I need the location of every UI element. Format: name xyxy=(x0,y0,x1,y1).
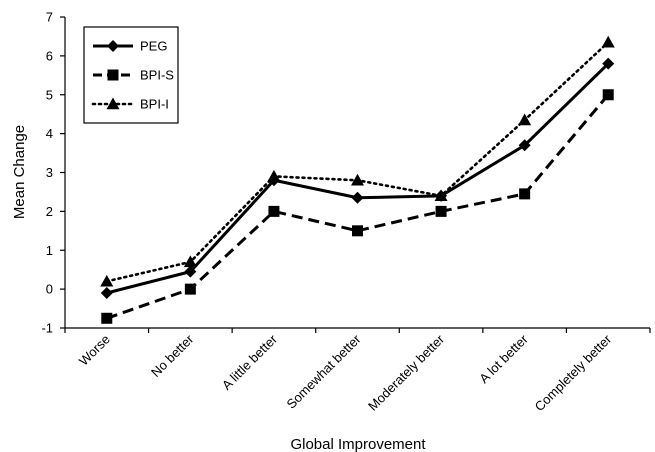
y-axis-title: Mean Change xyxy=(11,125,28,219)
x-tick-label: Worse xyxy=(76,332,113,369)
y-tick-label: 7 xyxy=(46,10,53,25)
diamond-marker xyxy=(352,192,364,204)
diamond-marker xyxy=(101,287,113,299)
x-tick-label: Completely better xyxy=(532,331,615,414)
x-ticks: Worse No better A little better Somewhat be… xyxy=(65,328,650,414)
square-marker xyxy=(352,225,363,236)
x-tick-label: No better xyxy=(148,331,197,380)
square-marker xyxy=(436,206,447,217)
triangle-marker xyxy=(100,275,113,287)
y-tick-label: 1 xyxy=(46,243,53,258)
x-tick-label: A lot better xyxy=(476,331,531,386)
legend-label: BPI-S xyxy=(140,68,174,83)
y-ticks: -1 0 1 2 3 4 5 6 7 xyxy=(41,10,65,336)
triangle-marker xyxy=(602,36,615,48)
series-bpi-s xyxy=(101,89,613,324)
y-tick-label: 4 xyxy=(46,126,53,141)
square-marker xyxy=(603,89,614,100)
series-line xyxy=(107,42,608,281)
y-tick-label: 0 xyxy=(46,282,53,297)
x-axis-title: Global Improvement xyxy=(290,436,426,452)
x-tick-label: A little better xyxy=(219,331,281,393)
square-marker xyxy=(108,70,119,81)
legend-label: PEG xyxy=(140,39,167,54)
y-tick-label: -1 xyxy=(41,321,53,336)
square-marker xyxy=(268,206,279,217)
x-tick-label: Somewhat better xyxy=(284,331,365,412)
series-line xyxy=(107,95,608,319)
square-marker xyxy=(101,313,112,324)
x-tick-label: Moderately better xyxy=(365,331,448,414)
y-tick-label: 6 xyxy=(46,48,53,63)
legend-label: BPI-I xyxy=(140,97,169,112)
y-tick-label: 3 xyxy=(46,165,53,180)
legend: PEG BPI-S BPI-I xyxy=(84,27,178,123)
y-tick-label: 5 xyxy=(46,87,53,102)
square-marker xyxy=(519,188,530,199)
square-marker xyxy=(185,284,196,295)
y-tick-label: 2 xyxy=(46,204,53,219)
